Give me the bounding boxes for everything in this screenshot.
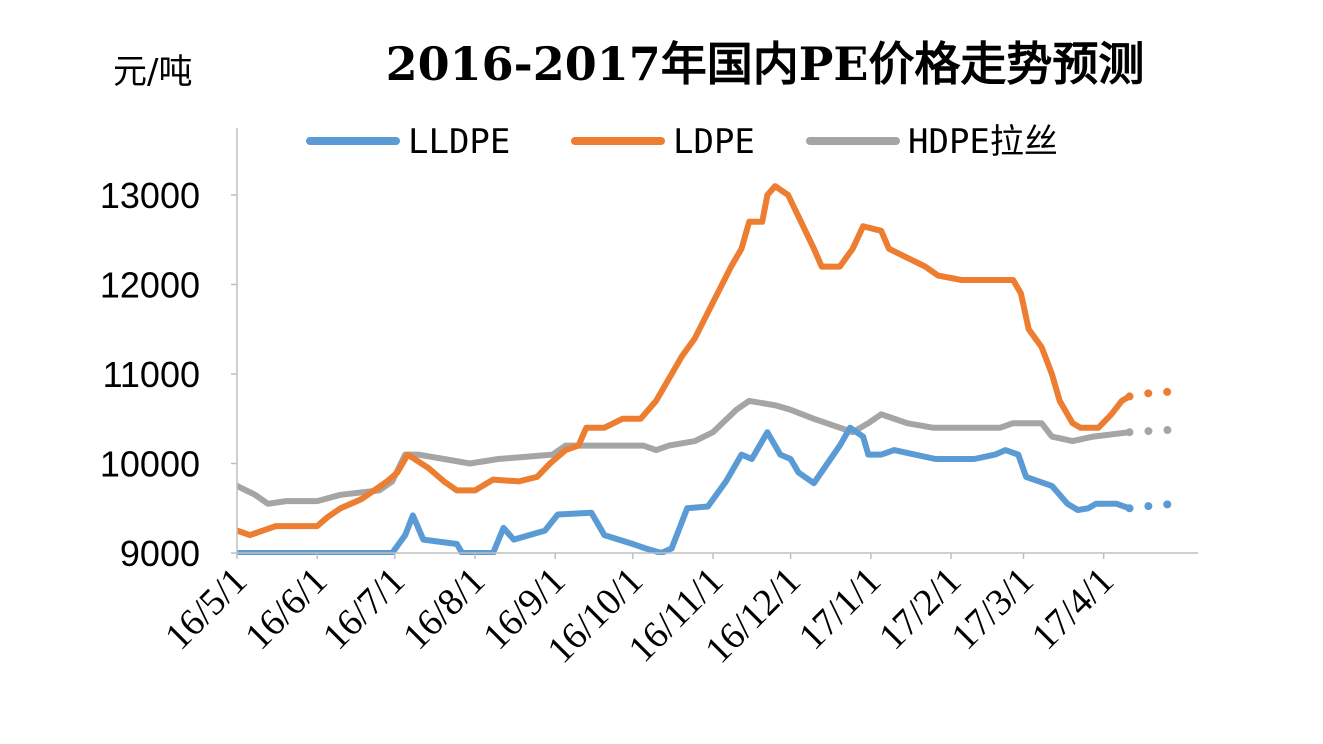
x-tick-label: 16/7/1 bbox=[315, 560, 413, 658]
series-line-1 bbox=[237, 183, 1133, 539]
x-tick-label: 16/6/1 bbox=[237, 560, 335, 658]
x-tick-label: 17/4/1 bbox=[1024, 560, 1122, 658]
series-line-0 bbox=[237, 424, 1133, 555]
x-tick-label: 17/3/1 bbox=[943, 560, 1041, 658]
axes: 9000 10000 11000 12000 13000 16/5/116/6/116/7… bbox=[100, 128, 1198, 671]
y-tick-label: 9000 bbox=[120, 533, 200, 574]
legend-label: HDPE拉丝 bbox=[908, 122, 1058, 162]
y-axis-unit-label: 元/吨 bbox=[113, 52, 192, 92]
x-tick-label: 16/5/1 bbox=[157, 560, 255, 658]
x-tick-label: 16/8/1 bbox=[395, 560, 493, 658]
y-tick-label: 13000 bbox=[100, 175, 200, 216]
legend-label: LDPE bbox=[673, 122, 755, 162]
forecast-line-1 bbox=[1125, 387, 1183, 401]
forecast-line-0 bbox=[1125, 499, 1183, 513]
y-tick-label: 12000 bbox=[100, 265, 200, 306]
y-tick-label: 10000 bbox=[100, 444, 200, 485]
x-tick-label: 17/2/1 bbox=[871, 560, 969, 658]
chart-title: 2016-2017年国内PE价格走势预测 bbox=[386, 37, 1145, 91]
forecast-line-2 bbox=[1125, 425, 1183, 437]
legend-label: LLDPE bbox=[408, 122, 510, 162]
legend: LLDPE LDPE HDPE拉丝 bbox=[306, 122, 1058, 162]
plot-area bbox=[237, 183, 1183, 555]
y-tick-label: 11000 bbox=[103, 354, 200, 395]
series-group bbox=[237, 183, 1133, 555]
x-tick-label: 17/1/1 bbox=[791, 560, 889, 658]
